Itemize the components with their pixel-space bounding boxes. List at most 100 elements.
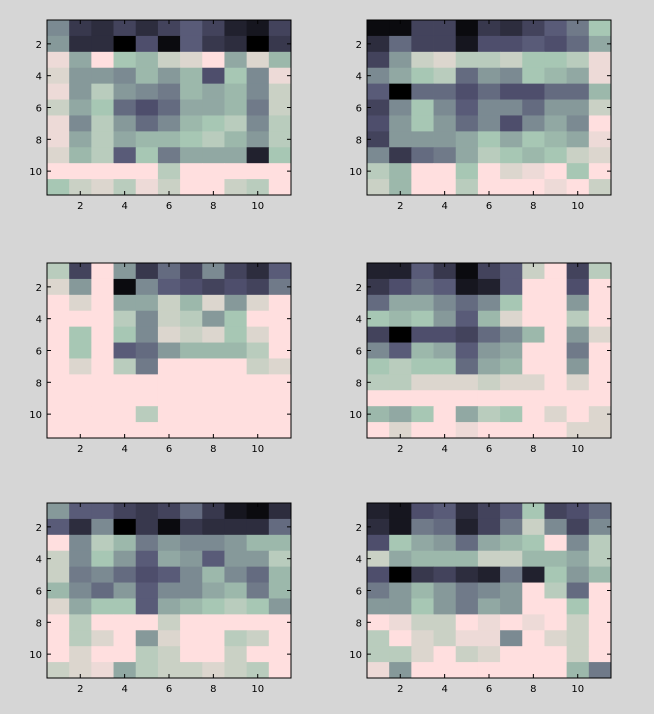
heatmap-panel-2: 2 4 6 8 10 2 4 6 8 10 xyxy=(336,12,626,217)
heatmap-1-cell-r11-c6 xyxy=(157,179,181,196)
heatmap-5-cell-r10-c5 xyxy=(135,646,159,663)
heatmap-4-cell-r3-c5 xyxy=(455,294,479,312)
heatmap-3-cell-r11-c9 xyxy=(224,422,248,439)
heatmap-1-cell-r4-c1 xyxy=(47,67,70,85)
heatmap-3-cell-r9-c11 xyxy=(268,390,292,407)
heatmap-3-cell-r2-c6 xyxy=(157,278,181,296)
heatmap-6-cell-r11-c6 xyxy=(477,662,501,679)
heatmap-2-cell-r2-c10 xyxy=(566,35,590,53)
heatmap-2-cell-r11-c2 xyxy=(389,179,412,196)
heatmap-1-cell-r6-c2 xyxy=(69,99,92,116)
heatmap-2-cell-r3-c11 xyxy=(588,51,612,69)
heatmap-2-cell-r7-c6 xyxy=(477,115,501,132)
heatmap-3-cell-r5-c11 xyxy=(268,326,292,343)
heatmap-5-cell-r11-c10 xyxy=(246,662,270,679)
heatmap-4-cell-r4-c4 xyxy=(433,310,457,328)
heatmap-2-ytick-label-8: 8 xyxy=(356,135,362,146)
heatmap-3-cell-r11-c6 xyxy=(157,422,181,439)
heatmap-5-cell-r1-c2 xyxy=(69,503,92,520)
heatmap-4-cell-r2-c5 xyxy=(455,278,479,296)
heatmap-4-cell-r7-c3 xyxy=(411,358,434,375)
heatmap-2-cell-r1-c9 xyxy=(544,20,568,37)
heatmap-1-cell-r6-c1 xyxy=(47,99,70,116)
heatmap-3-cell-r9-c9 xyxy=(224,390,248,407)
heatmap-3-ytick-label-8: 8 xyxy=(36,378,42,389)
heatmap-5-cell-r1-c8 xyxy=(202,503,225,520)
heatmap-2-cell-r6-c5 xyxy=(455,99,479,116)
heatmap-5-cell-r1-c10 xyxy=(246,503,270,520)
heatmap-3-cell-r11-c11 xyxy=(268,422,292,439)
heatmap-4-cell-r10-c8 xyxy=(522,406,545,423)
heatmap-4-cell-r4-c3 xyxy=(411,310,434,328)
heatmap-6-ytick-label-10: 10 xyxy=(349,650,362,661)
heatmap-3-cell-r10-c1 xyxy=(47,406,70,423)
heatmap-5-cell-r2-c7 xyxy=(180,518,203,536)
heatmap-3-cell-r5-c9 xyxy=(224,326,248,343)
heatmap-1-cell-r10-c2 xyxy=(69,163,92,180)
heatmap-1-cell-r10-c5 xyxy=(135,163,159,180)
heatmap-2-cell-r7-c2 xyxy=(389,115,412,132)
heatmap-2-cell-r4-c6 xyxy=(477,67,501,85)
heatmap-3-cell-r5-c2 xyxy=(69,326,92,343)
heatmap-6-cell-r8-c5 xyxy=(455,614,479,631)
heatmap-1-cell-r5-c3 xyxy=(91,83,114,100)
heatmap-5-cell-r8-c10 xyxy=(246,614,270,631)
heatmap-4-axes: 2 4 6 8 10 2 4 6 8 10 xyxy=(349,262,612,455)
heatmap-6-cell-r4-c7 xyxy=(500,550,523,568)
heatmap-2-cell-r10-c4 xyxy=(433,163,457,180)
heatmap-5-cell-r4-c6 xyxy=(157,550,181,568)
heatmap-1-cell-r2-c4 xyxy=(113,35,137,53)
heatmap-5-cell-r2-c1 xyxy=(47,518,70,536)
heatmap-5-cell-r3-c5 xyxy=(135,534,159,552)
heatmap-5-cell-r6-c10 xyxy=(246,582,270,599)
heatmap-5-cell-r11-c8 xyxy=(202,662,225,679)
heatmap-5-cell-r7-c8 xyxy=(202,598,225,615)
heatmap-5-ytick-label-6: 6 xyxy=(36,587,42,598)
heatmap-6-cell-r4-c11 xyxy=(588,550,612,568)
heatmap-5-cell-r7-c1 xyxy=(47,598,70,615)
heatmap-2-cell-r3-c7 xyxy=(500,51,523,69)
heatmap-1-cell-r7-c6 xyxy=(157,115,181,132)
heatmap-6-cell-r7-c2 xyxy=(389,598,412,615)
heatmap-2-cell-r3-c6 xyxy=(477,51,501,69)
heatmap-4-cell-r2-c2 xyxy=(389,278,412,296)
heatmap-5-cell-r10-c4 xyxy=(113,646,137,663)
heatmap-6-cell-r5-c10 xyxy=(566,566,590,583)
heatmap-1-cell-r9-c7 xyxy=(180,147,203,164)
heatmap-1-cell-r6-c11 xyxy=(268,99,292,116)
heatmap-5-cell-r11-c7 xyxy=(180,662,203,679)
heatmap-2-xtick-label-4: 4 xyxy=(441,201,447,212)
heatmap-3-cell-r2-c7 xyxy=(180,278,203,296)
heatmap-5-cell-r4-c11 xyxy=(268,550,292,568)
heatmap-5-svg: 2 4 6 8 10 2 4 6 8 10 xyxy=(29,502,292,695)
heatmap-4-cell-r11-c4 xyxy=(433,422,457,439)
heatmap-3-cell-r9-c4 xyxy=(113,390,137,407)
heatmap-1-cell-r5-c1 xyxy=(47,83,70,100)
heatmap-3-cell-r6-c8 xyxy=(202,342,225,359)
heatmap-5-cell-r10-c6 xyxy=(157,646,181,663)
heatmap-5-cell-r9-c7 xyxy=(180,630,203,647)
heatmap-3-cell-r3-c7 xyxy=(180,294,203,312)
heatmap-2-cell-r7-c7 xyxy=(500,115,523,132)
heatmap-3-cell-r6-c3 xyxy=(91,342,114,359)
heatmap-1-ytick-label-2: 2 xyxy=(36,40,42,51)
heatmap-2-cell-r7-c11 xyxy=(588,115,612,132)
heatmap-6-cell-r8-c3 xyxy=(411,614,434,631)
heatmap-6-cell-r7-c8 xyxy=(522,598,545,615)
heatmap-3-cell-r2-c9 xyxy=(224,278,248,296)
heatmap-1-cell-r2-c9 xyxy=(224,35,248,53)
heatmap-3-cell-r1-c8 xyxy=(202,263,225,280)
heatmap-4-cell-r9-c5 xyxy=(455,390,479,407)
heatmap-6-cell-r6-c7 xyxy=(500,582,523,599)
heatmap-5-cell-r5-c10 xyxy=(246,566,270,583)
heatmap-2-cell-r9-c2 xyxy=(389,147,412,164)
heatmap-2-cell-r8-c5 xyxy=(455,131,479,148)
heatmap-2-cell-r1-c6 xyxy=(477,20,501,37)
heatmap-1-cell-r5-c6 xyxy=(157,83,181,100)
heatmap-2-cell-r1-c10 xyxy=(566,20,590,37)
heatmap-5-cell-r1-c1 xyxy=(47,503,70,520)
heatmap-5-cell-r4-c10 xyxy=(246,550,270,568)
heatmap-6-cell-r9-c10 xyxy=(566,630,590,647)
heatmap-6-cell-r4-c5 xyxy=(455,550,479,568)
heatmap-4-xtick-label-4: 4 xyxy=(441,444,447,455)
